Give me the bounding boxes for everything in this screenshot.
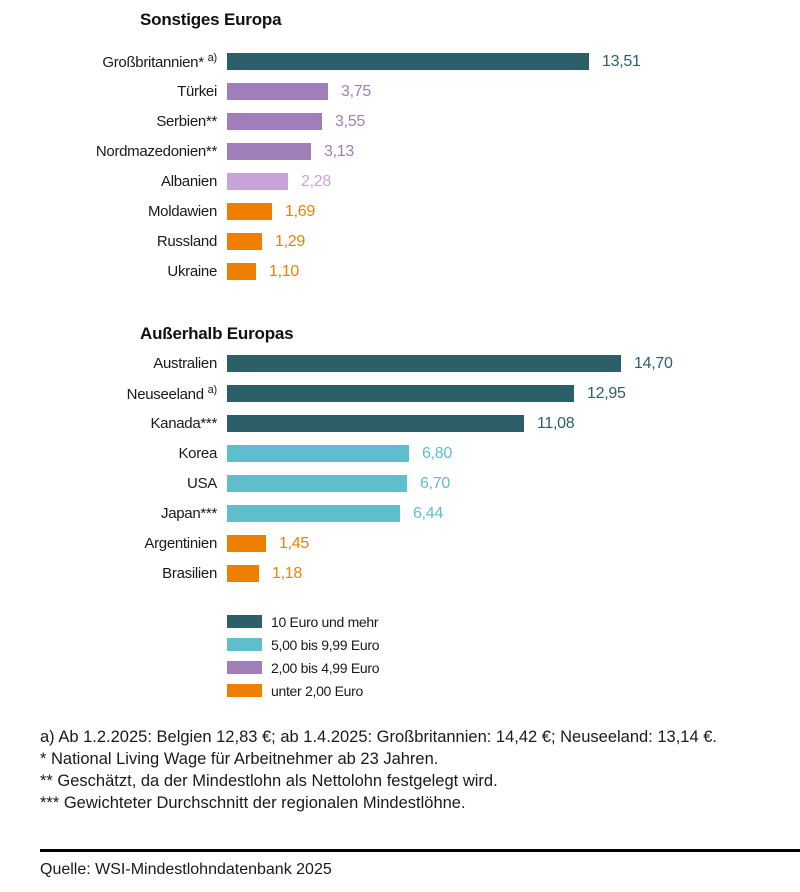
value-label: 1,18 (272, 564, 302, 582)
bar (227, 565, 259, 582)
legend: 10 Euro und mehr 5,00 bis 9,99 Euro 2,00 b… (227, 613, 380, 699)
bar-row-russland: Russland 1,29 (0, 233, 800, 250)
value-label: 3,55 (335, 112, 365, 130)
value-label: 6,44 (413, 504, 443, 522)
country-label: Korea (178, 445, 217, 462)
bar-row-korea: Korea 6,80 (0, 445, 800, 462)
legend-swatch (227, 684, 262, 697)
country-label: Türkei (177, 83, 217, 100)
bar-row-argentinien: Argentinien 1,45 (0, 535, 800, 552)
value-label: 1,45 (279, 534, 309, 552)
bar-row-brasilien: Brasilien 1,18 (0, 565, 800, 582)
country-label: Moldawien (147, 203, 217, 220)
value-label: 3,13 (324, 142, 354, 160)
legend-swatch (227, 615, 262, 628)
bar-row-japan: Japan*** 6,44 (0, 505, 800, 522)
bar-row-kanada: Kanada*** 11,08 (0, 415, 800, 432)
source-line: Quelle: WSI-Mindestlohndatenbank 2025 (40, 861, 332, 878)
bar (227, 143, 311, 160)
country-label: Serbien** (156, 113, 217, 130)
country-label: Albanien (161, 173, 217, 190)
value-label: 14,70 (634, 354, 673, 372)
bar (227, 475, 407, 492)
bar (227, 505, 400, 522)
footnotes: a) Ab 1.2.2025: Belgien 12,83 €; ab 1.4.… (40, 726, 785, 814)
country-label: Großbritannien* a) (102, 52, 218, 71)
bar-group-sonstiges-europa: Großbritannien* a) 13,51 Türkei 3,75 Serbien… (0, 52, 800, 293)
value-label: 6,80 (422, 444, 452, 462)
bar (227, 535, 266, 552)
bar (227, 415, 524, 432)
bar (227, 355, 621, 372)
country-label: Neuseeland a) (126, 384, 218, 403)
section-title-ausserhalb-europas: Außerhalb Europas (140, 324, 294, 343)
legend-label: 5,00 bis 9,99 Euro (271, 636, 380, 653)
footnote-marker: a) (207, 52, 218, 64)
bar-row-ukraine: Ukraine 1,10 (0, 263, 800, 280)
bar-row-nordmazedonien: Nordmazedonien** 3,13 (0, 143, 800, 160)
bar-row-türkei: Türkei 3,75 (0, 83, 800, 100)
section-title-sonstiges-europa: Sonstiges Europa (140, 10, 282, 29)
bar-row-australien: Australien 14,70 (0, 355, 800, 372)
value-label: 1,69 (285, 202, 315, 220)
bar (227, 203, 272, 220)
country-label: USA (187, 475, 217, 492)
bar-row-usa: USA 6,70 (0, 475, 800, 492)
bar (227, 263, 256, 280)
bar (227, 385, 574, 402)
legend-item-5-00-bis-9-99-euro: 5,00 bis 9,99 Euro (227, 636, 380, 653)
legend-swatch (227, 661, 262, 674)
bar (227, 53, 589, 70)
legend-label: 2,00 bis 4,99 Euro (271, 659, 380, 676)
footnote-line-1: * National Living Wage für Arbeitnehmer … (40, 750, 439, 768)
country-label: Ukraine (167, 263, 217, 280)
bar-row-albanien: Albanien 2,28 (0, 173, 800, 190)
bar-row-großbritannien: Großbritannien* a) 13,51 (0, 52, 800, 71)
value-label: 12,95 (587, 384, 626, 402)
value-label: 11,08 (537, 414, 575, 432)
country-label: Brasilien (162, 565, 217, 582)
country-label: Australien (153, 355, 217, 372)
country-label: Kanada*** (150, 415, 217, 432)
bar (227, 445, 409, 462)
legend-label: unter 2,00 Euro (271, 682, 364, 699)
legend-item-2-00-bis-4-99-euro: 2,00 bis 4,99 Euro (227, 659, 380, 676)
country-label: Argentinien (144, 535, 217, 552)
footnote-marker: a) (207, 384, 218, 396)
footnote-line-2: ** Geschätzt, da der Mindestlohn als Net… (40, 772, 498, 790)
country-label: Russland (156, 233, 217, 250)
legend-item-10-euro-und-mehr: 10 Euro und mehr (227, 613, 379, 630)
bar-row-moldawien: Moldawien 1,69 (0, 203, 800, 220)
bar (227, 83, 328, 100)
bar (227, 233, 262, 250)
value-label: 2,28 (301, 172, 331, 190)
value-label: 1,10 (269, 262, 299, 280)
value-label: 6,70 (420, 474, 450, 492)
bar-row-serbien: Serbien** 3,55 (0, 113, 800, 130)
footnote-line-3: *** Gewichteter Durchschnitt der regiona… (40, 794, 466, 812)
bar (227, 113, 322, 130)
legend-swatch (227, 638, 262, 651)
bar-row-neuseeland: Neuseeland a) 12,95 (0, 384, 800, 403)
value-label: 13,51 (602, 52, 641, 70)
source-divider (40, 849, 800, 852)
value-label: 3,75 (341, 82, 371, 100)
footnote-line-0: a) Ab 1.2.2025: Belgien 12,83 €; ab 1.4.… (40, 728, 717, 746)
country-label: Nordmazedonien** (95, 143, 217, 160)
country-label: Japan*** (161, 505, 217, 522)
value-label: 1,29 (275, 232, 305, 250)
legend-label: 10 Euro und mehr (271, 613, 379, 630)
bar-group-ausserhalb-europas: Australien 14,70 Neuseeland a) 12,95 Kanada*… (0, 355, 800, 595)
legend-item-unter-2-00-euro: unter 2,00 Euro (227, 682, 379, 699)
bar (227, 173, 288, 190)
